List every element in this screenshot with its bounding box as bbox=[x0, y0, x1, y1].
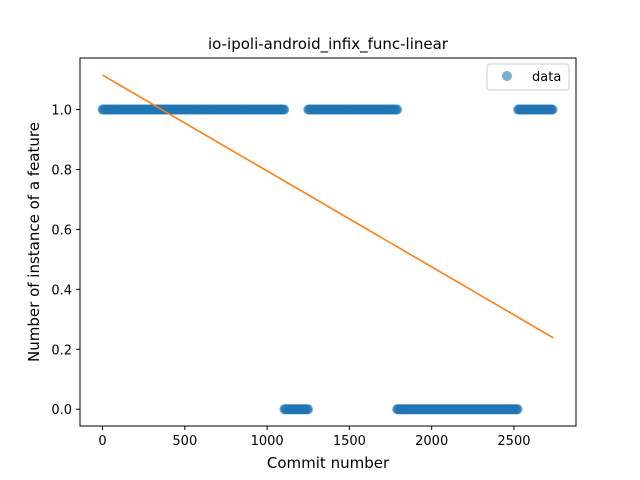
x-axis-label: Commit number bbox=[267, 454, 390, 472]
data-point bbox=[512, 404, 523, 415]
plot-area: 0 500 1000 1500 2000 2500 0.0 0.2 0.4 0.6 0.8 1.0 bbox=[51, 57, 577, 449]
chart-title: io-ipoli-android_infix_func-linear bbox=[208, 35, 449, 54]
y-axis-ticks: 0.0 0.2 0.4 0.6 0.8 1.0 bbox=[51, 104, 80, 418]
axes-frame bbox=[79, 57, 577, 427]
data-point bbox=[279, 104, 290, 115]
y-tick-label: 0.8 bbox=[51, 163, 72, 178]
y-tick-label: 1.0 bbox=[51, 104, 72, 119]
data-point bbox=[392, 104, 403, 115]
y-tick-label: 0.6 bbox=[51, 223, 72, 238]
x-tick-label: 1000 bbox=[251, 434, 284, 449]
legend: data bbox=[486, 63, 570, 91]
y-tick-label: 0.2 bbox=[51, 343, 72, 358]
legend-box bbox=[486, 63, 570, 91]
legend-label-data: data bbox=[532, 70, 561, 85]
trend-line bbox=[102, 74, 554, 339]
legend-marker-data bbox=[502, 71, 512, 81]
y-tick-label: 0.4 bbox=[51, 283, 72, 298]
x-tick-label: 0 bbox=[98, 434, 106, 449]
y-tick-label: 0.0 bbox=[51, 403, 72, 418]
x-tick-label: 1500 bbox=[333, 434, 366, 449]
x-tick-label: 2000 bbox=[415, 434, 448, 449]
data-scatter-series bbox=[97, 104, 558, 415]
x-axis-ticks: 0 500 1000 1500 2000 2500 bbox=[98, 426, 531, 449]
data-point bbox=[303, 404, 314, 415]
data-point bbox=[547, 104, 558, 115]
trend-line-series bbox=[102, 74, 554, 339]
y-axis-label: Number of instance of a feature bbox=[25, 122, 43, 362]
x-tick-label: 500 bbox=[172, 434, 197, 449]
x-tick-label: 2500 bbox=[497, 434, 530, 449]
